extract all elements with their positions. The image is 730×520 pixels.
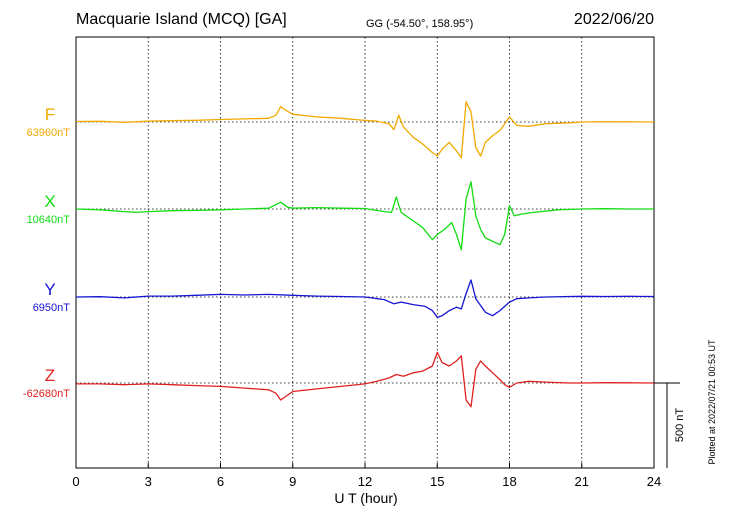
series-baseline-y: 6950nT bbox=[33, 302, 71, 314]
x-tick-label: 24 bbox=[647, 474, 661, 489]
x-tick-label: 12 bbox=[358, 474, 372, 489]
series-labels: F 63960nT X 10640nT Y 6950nT Z -62680nT bbox=[23, 105, 70, 400]
x-tick-label: 18 bbox=[502, 474, 516, 489]
x-tick-label: 15 bbox=[430, 474, 444, 489]
series-line-y bbox=[75, 279, 655, 319]
series-name-y: Y bbox=[44, 280, 55, 299]
series-baseline-f: 63960nT bbox=[27, 127, 71, 139]
series-name-f: F bbox=[45, 105, 55, 124]
scale-bar-label: 500 nT bbox=[674, 408, 686, 443]
x-tick-label: 0 bbox=[72, 474, 79, 489]
x-axis-label: U T (hour) bbox=[334, 490, 397, 506]
chart-title: Macquarie Island (MCQ) [GA] bbox=[76, 11, 287, 28]
series-name-z: Z bbox=[45, 366, 55, 385]
grid bbox=[76, 37, 654, 468]
x-tick-label: 6 bbox=[217, 474, 224, 489]
station-coordinates: GG (-54.50°, 158.95°) bbox=[366, 18, 473, 30]
x-axis: 0 3 6 9 12 15 18 21 24 bbox=[72, 463, 661, 489]
series-line-f bbox=[75, 100, 655, 159]
x-tick-label: 3 bbox=[145, 474, 152, 489]
series-baseline-z: -62680nT bbox=[23, 388, 70, 400]
x-tick-label: 21 bbox=[575, 474, 589, 489]
series-line-x bbox=[75, 181, 654, 251]
series-line-z bbox=[76, 351, 655, 408]
series-group bbox=[75, 100, 655, 408]
series-name-x: X bbox=[44, 192, 55, 211]
chart-date: 2022/06/20 bbox=[574, 11, 654, 28]
plotted-timestamp: Plotted at 2022/07/21 00:53 UT bbox=[707, 339, 717, 465]
series-baseline-x: 10640nT bbox=[27, 214, 71, 226]
x-tick-label: 9 bbox=[289, 474, 296, 489]
